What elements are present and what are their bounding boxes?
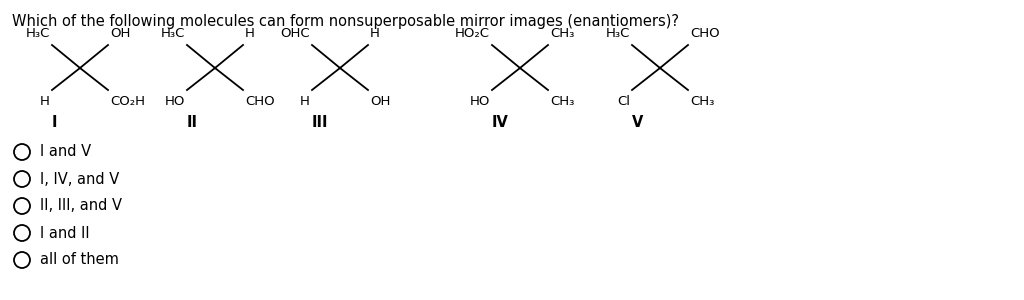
Text: Cl: Cl: [617, 95, 630, 108]
Text: CO₂H: CO₂H: [110, 95, 145, 108]
Text: CHO: CHO: [245, 95, 274, 108]
Text: Which of the following molecules can form nonsuperposable mirror images (enantio: Which of the following molecules can for…: [12, 14, 679, 29]
Text: V: V: [632, 115, 643, 130]
Text: all of them: all of them: [40, 253, 119, 268]
Text: OHC: OHC: [281, 27, 310, 40]
Text: I and II: I and II: [40, 226, 90, 241]
Text: II: II: [187, 115, 198, 130]
Text: H₃C: H₃C: [161, 27, 185, 40]
Text: H: H: [40, 95, 50, 108]
Text: H: H: [245, 27, 255, 40]
Text: H: H: [370, 27, 380, 40]
Text: H₃C: H₃C: [26, 27, 50, 40]
Text: CH₃: CH₃: [690, 95, 715, 108]
Text: H: H: [300, 95, 310, 108]
Text: HO: HO: [165, 95, 185, 108]
Text: CHO: CHO: [690, 27, 720, 40]
Text: III: III: [312, 115, 329, 130]
Text: CH₃: CH₃: [550, 27, 574, 40]
Text: IV: IV: [492, 115, 509, 130]
Text: CH₃: CH₃: [550, 95, 574, 108]
Text: II, III, and V: II, III, and V: [40, 199, 122, 214]
Text: H₃C: H₃C: [605, 27, 630, 40]
Text: HO₂C: HO₂C: [455, 27, 490, 40]
Text: OH: OH: [370, 95, 390, 108]
Text: OH: OH: [110, 27, 130, 40]
Text: I: I: [52, 115, 57, 130]
Text: I and V: I and V: [40, 145, 91, 160]
Text: HO: HO: [470, 95, 490, 108]
Text: I, IV, and V: I, IV, and V: [40, 172, 119, 187]
